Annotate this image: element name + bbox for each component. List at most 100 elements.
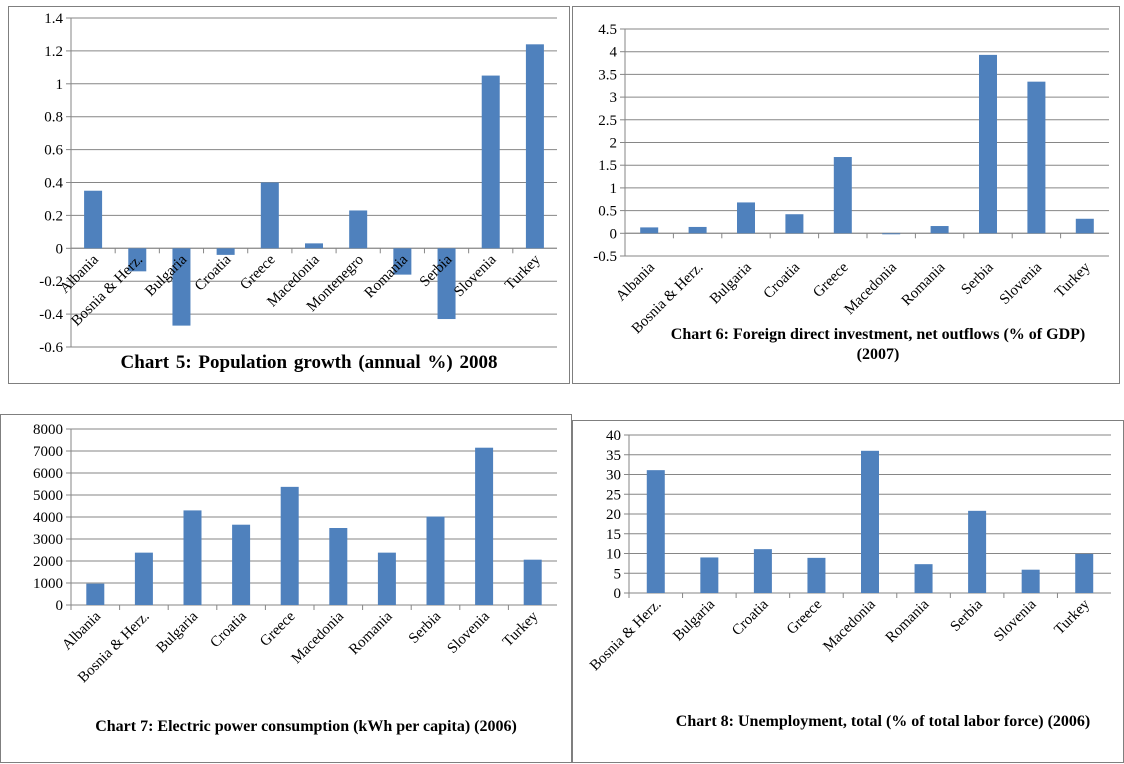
bar — [377, 552, 396, 605]
y-tick-label: 0 — [56, 241, 64, 257]
bar — [882, 233, 901, 235]
category-label: Croatia — [192, 252, 235, 295]
y-tick-label: -0.5 — [593, 249, 617, 265]
bar — [475, 447, 494, 605]
chart-panel-8: 0 5 10 15 20 25 30 35 40 Bosnia & Herz. Bulgaria Cr… — [572, 420, 1124, 763]
bar — [172, 248, 191, 326]
category-label: Croatia — [729, 596, 772, 639]
bar — [979, 54, 997, 234]
y-tick-label: 0.8 — [44, 110, 63, 126]
y-tick-label: 40 — [606, 428, 621, 444]
bar — [84, 190, 103, 249]
y-tick-label: 2 — [610, 136, 618, 152]
category-label: Romania — [883, 596, 933, 646]
bar — [1075, 553, 1094, 593]
bar — [523, 559, 542, 605]
category-label: Albania — [613, 259, 658, 304]
bar — [1021, 569, 1040, 593]
bar — [785, 214, 804, 234]
y-tick-label: 1.2 — [44, 44, 63, 60]
y-tick-label: 3 — [610, 90, 618, 106]
y-tick-label: 5000 — [33, 488, 63, 504]
chart-7-svg: 0 1000 2000 3000 4000 5000 6000 7000 8000 Albania… — [33, 422, 557, 686]
bar — [833, 157, 852, 234]
y-tick-label: 30 — [606, 468, 621, 484]
chart-5-svg: -0.6-0.4-0.200.20.40.60.811.21.4AlbaniaB… — [39, 11, 557, 356]
category-label: Macedonia — [289, 608, 348, 667]
category-label: Bulgaria — [707, 259, 755, 307]
chart-6-title: Chart 6: Foreign direct investment, net … — [670, 326, 1086, 363]
category-label: Serbia — [958, 259, 997, 298]
category-label: Romania — [899, 259, 949, 309]
y-tick-label: -0.4 — [39, 307, 63, 323]
y-tick-label: -0.6 — [39, 340, 63, 356]
chart-panel-5: -0.6 -0.4 -0.2 0 0.2 0.4 0.6 0.8 1 1.2 1.4 Albania B… — [8, 6, 570, 384]
y-tick-label: -0.2 — [39, 274, 63, 290]
category-label: Slovenia — [451, 252, 500, 301]
y-tick-label: 0.2 — [44, 208, 63, 224]
y-tick-label: 2.5 — [598, 113, 617, 129]
category-label: Slovenia — [997, 259, 1046, 308]
y-tick-label: 0 — [56, 598, 64, 614]
bar — [914, 564, 933, 593]
category-label: Romania — [362, 252, 412, 302]
y-tick-label: 1 — [610, 181, 618, 197]
category-label: Serbia — [948, 596, 987, 635]
y-tick-label: 2000 — [33, 554, 63, 570]
bar — [968, 510, 987, 593]
bar — [861, 450, 879, 593]
bar — [437, 248, 456, 320]
bar — [232, 524, 251, 605]
bar — [280, 486, 299, 605]
bar — [305, 243, 323, 249]
y-tick-label: 1.5 — [598, 158, 617, 174]
y-tick-label: 0.5 — [598, 204, 617, 220]
bar — [426, 516, 445, 605]
category-label: Greece — [257, 608, 299, 650]
chart-5-title: Chart 5: Population growth (annual %) 20… — [120, 352, 498, 373]
category-label: Serbia — [406, 608, 445, 647]
bar — [393, 248, 412, 275]
y-tick-label: 25 — [606, 487, 621, 503]
y-tick-label: 3000 — [33, 532, 63, 548]
bar — [807, 557, 826, 593]
bar — [1027, 81, 1046, 234]
y-tick-label: 0 — [614, 586, 622, 602]
y-tick-label: 4000 — [33, 510, 63, 526]
bar — [128, 248, 147, 272]
category-label: Macedonia — [842, 259, 901, 318]
y-tick-label: 6000 — [33, 466, 63, 482]
y-tick-label: 1.4 — [44, 11, 63, 27]
category-label: Turkey — [500, 608, 542, 650]
bar — [86, 583, 105, 605]
category-label: Bosnia & Herz. — [587, 597, 665, 675]
category-label: Turkey — [1051, 596, 1093, 638]
bar — [688, 226, 707, 234]
chart-8-svg: 0 5 10 15 20 25 30 35 40 Bosnia & Herz. Bulgaria Cr… — [587, 428, 1111, 675]
bar — [700, 557, 719, 593]
chart-8-title: Chart 8: Unemployment, total (% of total… — [675, 713, 1091, 730]
y-tick-label: 15 — [606, 527, 621, 543]
y-tick-label: 8000 — [33, 422, 63, 438]
y-tick-label: 0 — [610, 226, 618, 242]
category-label: Bulgaria — [153, 608, 201, 656]
y-tick-label: 1000 — [33, 576, 63, 592]
bar — [134, 552, 153, 605]
y-tick-label: 35 — [606, 448, 621, 464]
bar — [525, 44, 544, 249]
y-tick-label: 7000 — [33, 444, 63, 460]
category-label: Croatia — [761, 259, 804, 302]
y-tick-label: 5 — [614, 566, 622, 582]
y-tick-label: 20 — [606, 507, 621, 523]
y-tick-label: 0.4 — [44, 176, 63, 192]
bar — [640, 227, 659, 234]
y-tick-label: 1 — [56, 77, 64, 93]
category-label: Turkey — [1052, 259, 1094, 301]
category-label: Turkey — [502, 251, 544, 293]
bar — [260, 182, 279, 249]
category-label: Greece — [810, 259, 852, 301]
bar — [183, 510, 202, 605]
category-label: Bulgaria — [670, 596, 718, 644]
bar — [737, 202, 755, 234]
chart-panel-7: 0 1000 2000 3000 4000 5000 6000 7000 8000 Albania… — [0, 414, 572, 763]
